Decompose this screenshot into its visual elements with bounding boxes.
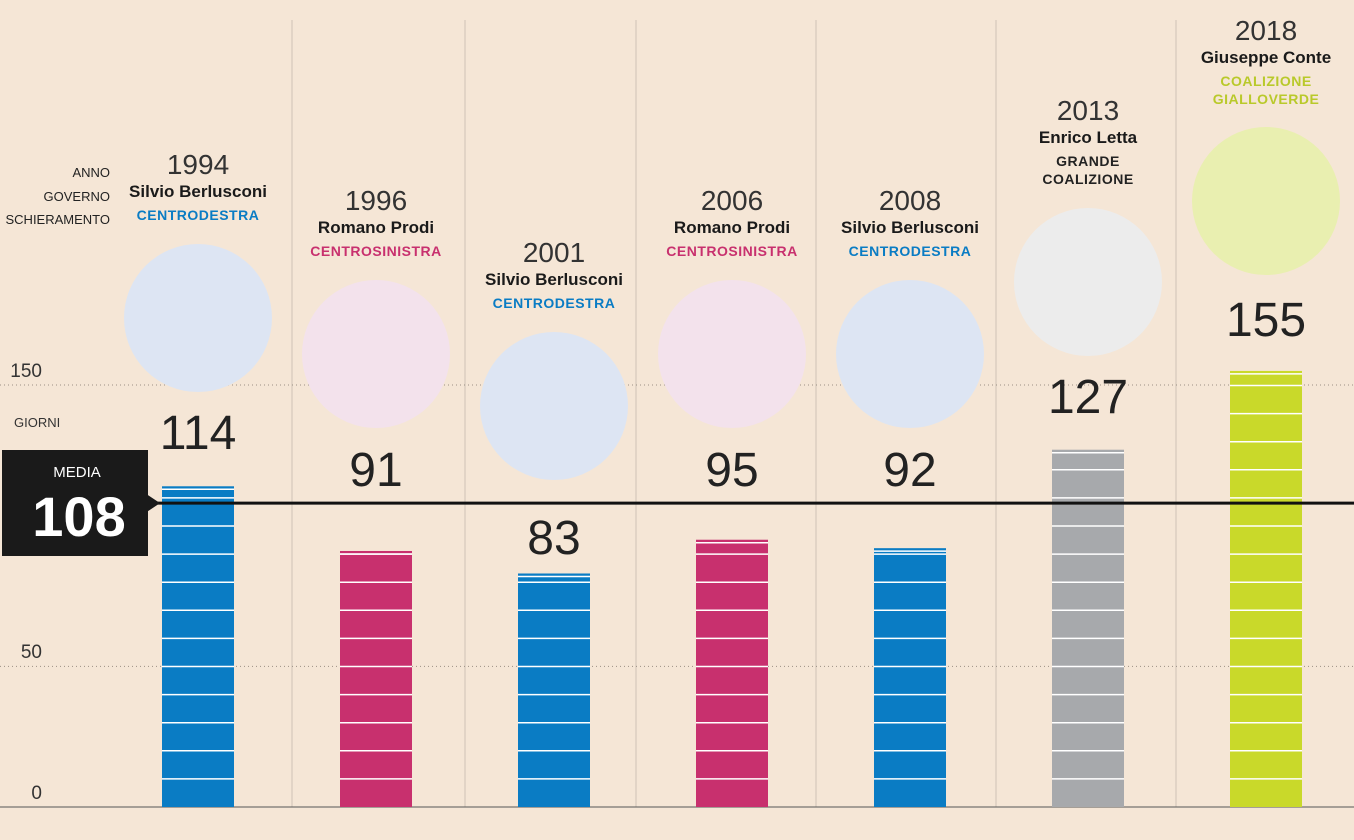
coalition: COALIZIONE GIALLOVERDE — [1212, 73, 1320, 107]
bar — [162, 486, 234, 807]
coalition: GRANDE COALIZIONE — [1042, 153, 1134, 187]
year: 1996 — [344, 185, 408, 216]
coalition: CENTRODESTRA — [136, 207, 260, 223]
value-label: 127 — [1047, 371, 1129, 424]
bar — [1052, 449, 1124, 807]
coalition: CENTROSINISTRA — [666, 243, 798, 259]
government: Romano Prodi — [673, 218, 791, 237]
year: 2008 — [878, 185, 942, 216]
value-label: 95 — [705, 444, 759, 497]
portrait — [124, 244, 272, 392]
government: Silvio Berlusconi — [485, 270, 623, 289]
value-label: 91 — [349, 444, 403, 497]
bar — [340, 550, 412, 807]
bar — [696, 539, 768, 807]
side-label: GOVERNO — [43, 189, 110, 204]
government: Silvio Berlusconi — [841, 218, 979, 237]
side-label: SCHIERAMENTO — [5, 212, 111, 227]
average-pointer — [148, 495, 160, 512]
value-label: 92 — [883, 444, 937, 497]
portrait — [1192, 127, 1340, 275]
y-tick-label: 150 — [10, 361, 42, 382]
value-label: 83 — [527, 512, 581, 565]
average-box — [2, 450, 148, 556]
portrait — [480, 332, 628, 480]
side-label: ANNO — [72, 165, 110, 180]
value-label: 155 — [1225, 294, 1307, 347]
year: 2001 — [522, 237, 586, 268]
coalition: CENTRODESTRA — [848, 243, 972, 259]
bar — [518, 573, 590, 807]
year: 2006 — [700, 185, 764, 216]
government: Giuseppe Conte — [1200, 48, 1332, 67]
portrait — [836, 280, 984, 428]
y-tick-label: 50 — [20, 642, 42, 664]
year: 1994 — [166, 149, 230, 180]
average-value: 108 — [32, 485, 126, 548]
government: Silvio Berlusconi — [129, 182, 267, 201]
bar — [1230, 370, 1302, 807]
portrait — [302, 280, 450, 428]
government: Enrico Letta — [1038, 128, 1138, 147]
year: 2018 — [1234, 15, 1298, 46]
coalition: CENTROSINISTRA — [310, 243, 442, 259]
year: 2013 — [1056, 95, 1120, 126]
average-label: MEDIA — [53, 464, 101, 481]
portrait — [1014, 208, 1162, 356]
government: Romano Prodi — [317, 218, 435, 237]
portrait — [658, 280, 806, 428]
side-label: GIORNI — [14, 415, 61, 430]
y-tick-label: 0 — [31, 783, 42, 804]
coalition: CENTRODESTRA — [492, 295, 616, 311]
value-label: 114 — [159, 407, 237, 460]
bar — [874, 548, 946, 807]
